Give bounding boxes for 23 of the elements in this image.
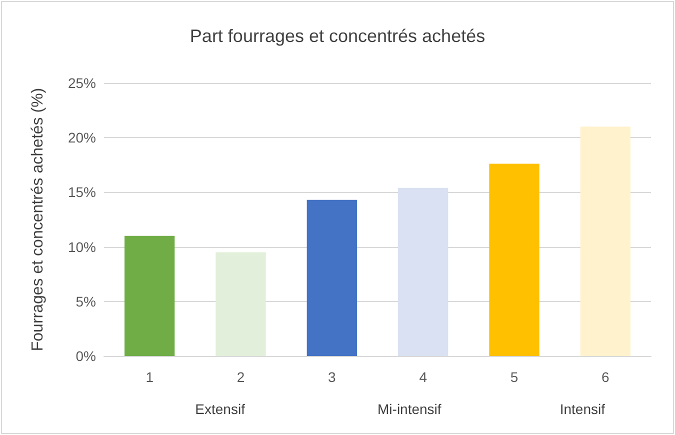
y-tick-label: 0% [76, 348, 96, 364]
bar [398, 188, 448, 356]
text: Intensif [560, 401, 606, 417]
x-tick-label: 4 [419, 369, 428, 385]
bar [306, 200, 357, 356]
text: Extensif [195, 401, 246, 417]
x-tick-label: 1 [146, 369, 154, 385]
y-tick-label: 25% [68, 75, 96, 91]
y-tick-label: 5% [76, 293, 96, 310]
y-tick-label: 10% [68, 238, 96, 255]
bar [580, 126, 630, 356]
y-tick-label: 15% [68, 184, 96, 200]
bar [216, 252, 266, 356]
chart-title: Part fourrages et concentrés achetés [190, 26, 486, 46]
x-tick-label: 2 [236, 369, 245, 385]
y-tick-label: 20% [68, 130, 96, 146]
bar [489, 164, 540, 356]
text: Mi-intensif [378, 401, 442, 417]
x-tick-label: 5 [510, 369, 518, 385]
y-axis-title: Fourrages et concentrés achetés (%) [30, 88, 46, 352]
bar [124, 236, 175, 356]
x-tick-label: 6 [602, 369, 610, 385]
x-tick-label: 3 [328, 369, 336, 385]
